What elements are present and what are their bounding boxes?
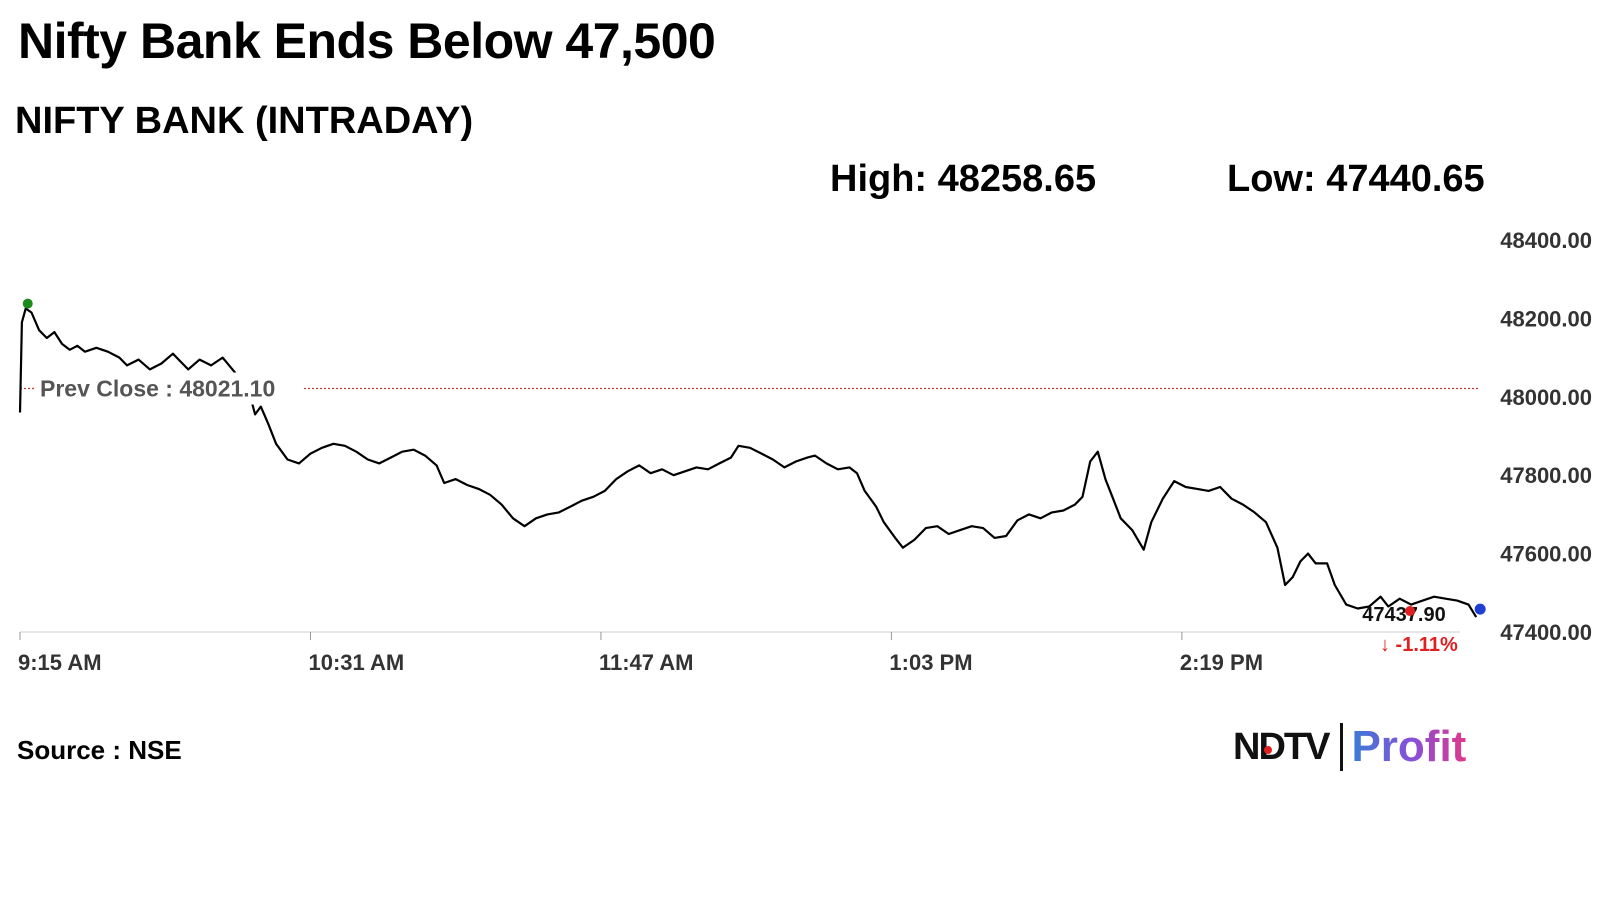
y-tick-label: 48400.00 — [1500, 228, 1592, 253]
low-value: Low: 47440.65 — [1227, 158, 1485, 200]
open-marker-dot — [22, 298, 33, 309]
ndtv-profit-logo: NDTV Profit — [1233, 722, 1466, 772]
prev-close-label: Prev Close : 48021.10 — [40, 376, 275, 402]
intraday-line-chart: 48400.00 48200.00 48000.00 47800.00 47600.00… — [18, 228, 1592, 675]
last-value-label: 47437.90 — [1362, 604, 1445, 626]
x-tick-label: 1:03 PM — [889, 650, 972, 675]
y-tick-label: 47400.00 — [1500, 620, 1592, 645]
x-tick-label: 10:31 AM — [308, 650, 404, 675]
price-series — [18, 298, 1486, 618]
y-tick-label: 47800.00 — [1500, 463, 1592, 488]
chart-labels: 48400.00 48200.00 48000.00 47800.00 47600.00… — [18, 228, 1592, 675]
x-tick-label: 2:19 PM — [1180, 650, 1263, 675]
high-value: High: 48258.65 — [830, 158, 1097, 200]
profit-wordmark: Profit — [1351, 722, 1467, 771]
ndtv-wordmark: NDTV — [1233, 725, 1330, 768]
last-value-red-dot — [1405, 606, 1415, 616]
x-tick-label: 11:47 AM — [599, 650, 694, 675]
y-tick-label: 48200.00 — [1500, 306, 1592, 331]
change-percent-label: ↓ -1.11% — [1380, 634, 1458, 656]
prev-close-label-bg — [36, 372, 302, 405]
logo-red-dot — [1264, 745, 1272, 754]
source-note: Source : NSE — [17, 735, 182, 765]
last-price-dot — [1474, 603, 1486, 615]
y-tick-label: 47600.00 — [1500, 542, 1592, 567]
chart-grid — [19, 387, 1480, 640]
y-tick-label: 48000.00 — [1500, 385, 1592, 410]
x-tick-label: 9:15 AM — [18, 650, 102, 675]
chart-subtitle: NIFTY BANK (INTRADAY) — [15, 100, 474, 142]
chart-headline: Nifty Bank Ends Below 47,500 — [18, 13, 716, 69]
logo-divider — [1340, 723, 1344, 771]
price-line — [18, 307, 1478, 618]
